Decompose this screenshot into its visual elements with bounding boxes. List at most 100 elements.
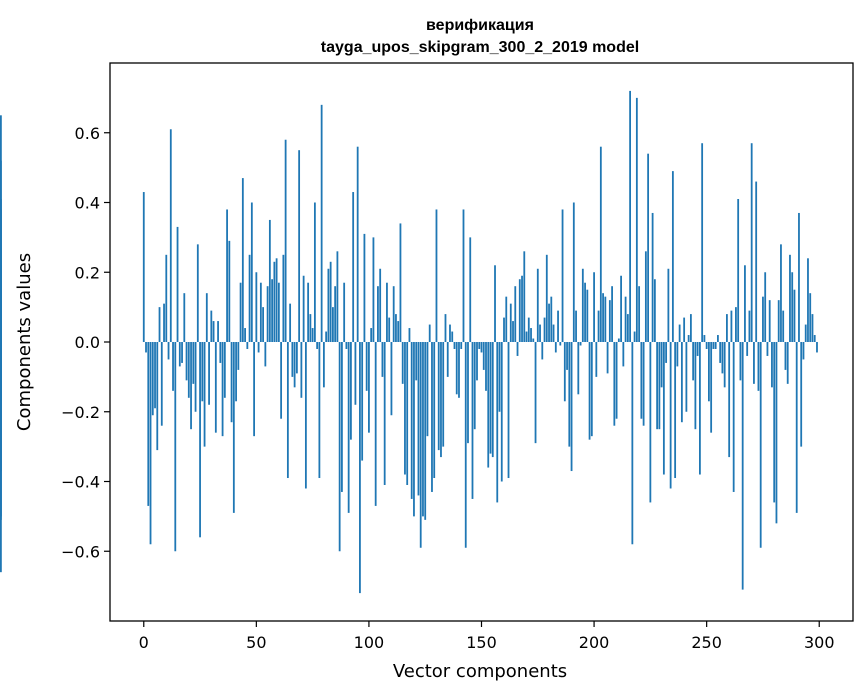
bar bbox=[277, 282, 280, 342]
bar bbox=[268, 219, 271, 342]
bar bbox=[496, 342, 499, 503]
bar bbox=[341, 342, 343, 492]
y-tick-label: 0.0 bbox=[75, 333, 100, 352]
bar bbox=[633, 331, 636, 342]
bar bbox=[379, 268, 382, 342]
bar bbox=[406, 342, 409, 485]
bar bbox=[163, 303, 165, 342]
bar bbox=[437, 342, 440, 451]
bar bbox=[503, 317, 505, 342]
bar bbox=[147, 342, 150, 506]
y-axis-ticks: −0.6 −0.4 −0.2 0.0 0.2 0.4 0.6 bbox=[61, 124, 110, 561]
bar bbox=[557, 310, 559, 342]
bar bbox=[467, 342, 469, 444]
bar bbox=[320, 104, 323, 342]
bar bbox=[226, 209, 228, 342]
bar bbox=[500, 342, 503, 482]
bar bbox=[165, 254, 168, 342]
bar bbox=[458, 342, 460, 398]
bar bbox=[807, 258, 809, 342]
bar bbox=[354, 342, 357, 405]
bar bbox=[687, 335, 690, 342]
bar bbox=[721, 342, 724, 374]
y-tick-label: 0.4 bbox=[75, 194, 100, 213]
bar bbox=[714, 342, 717, 349]
bar bbox=[581, 268, 584, 342]
bar bbox=[343, 282, 346, 342]
bar bbox=[347, 342, 350, 513]
bar bbox=[606, 342, 609, 374]
bar bbox=[662, 342, 665, 475]
bar bbox=[142, 192, 145, 342]
bar bbox=[701, 143, 704, 342]
bar bbox=[489, 342, 492, 454]
bar bbox=[685, 342, 688, 412]
bar bbox=[286, 342, 289, 479]
bar bbox=[665, 342, 668, 363]
bar bbox=[399, 223, 402, 342]
bar bbox=[613, 342, 616, 426]
bar bbox=[440, 342, 442, 458]
bar bbox=[570, 342, 573, 472]
bar bbox=[595, 342, 598, 377]
bar bbox=[289, 303, 292, 342]
bar bbox=[798, 212, 800, 342]
bar bbox=[804, 324, 807, 342]
bar bbox=[190, 342, 192, 430]
bar bbox=[237, 342, 240, 370]
x-tick-label: 0 bbox=[139, 633, 149, 652]
bar bbox=[435, 209, 438, 342]
bar bbox=[408, 328, 411, 342]
bar bbox=[512, 321, 514, 342]
bar bbox=[0, 342, 2, 472]
bar bbox=[780, 244, 782, 342]
bar bbox=[784, 342, 787, 370]
bar bbox=[579, 342, 582, 346]
bar bbox=[241, 178, 244, 342]
bar bbox=[480, 342, 483, 353]
bar bbox=[545, 254, 548, 342]
bar bbox=[264, 342, 267, 367]
bar bbox=[388, 317, 391, 342]
bar bbox=[368, 342, 370, 433]
bar bbox=[599, 146, 602, 342]
bar bbox=[759, 342, 762, 548]
bar bbox=[683, 317, 686, 342]
bar bbox=[460, 342, 463, 349]
bar bbox=[816, 342, 818, 353]
bar bbox=[590, 342, 593, 437]
bar bbox=[311, 328, 314, 342]
bar bbox=[377, 286, 379, 342]
bar bbox=[174, 342, 177, 552]
bar bbox=[390, 342, 393, 416]
bar bbox=[525, 331, 528, 342]
bar bbox=[336, 251, 339, 342]
bar bbox=[482, 342, 485, 370]
bar bbox=[424, 342, 427, 520]
bar bbox=[313, 202, 316, 342]
bar bbox=[370, 328, 373, 342]
bar bbox=[692, 342, 695, 381]
bar bbox=[307, 282, 310, 342]
y-tick-label: −0.6 bbox=[61, 542, 100, 561]
bar bbox=[413, 342, 415, 517]
bar bbox=[192, 342, 195, 384]
bar bbox=[575, 310, 577, 342]
bar bbox=[611, 286, 613, 342]
bar bbox=[602, 293, 604, 342]
bar bbox=[696, 342, 699, 356]
bar bbox=[604, 296, 607, 342]
bar bbox=[717, 335, 719, 342]
bar bbox=[214, 342, 217, 433]
bar bbox=[615, 342, 618, 419]
bar bbox=[401, 342, 404, 384]
bar bbox=[476, 342, 478, 381]
chart-title: верификация bbox=[426, 17, 534, 34]
bar bbox=[608, 300, 611, 342]
bar bbox=[196, 244, 199, 342]
bar bbox=[338, 342, 341, 552]
bar bbox=[811, 314, 814, 342]
bar bbox=[577, 342, 580, 395]
bar bbox=[417, 342, 420, 496]
bar bbox=[300, 342, 303, 398]
